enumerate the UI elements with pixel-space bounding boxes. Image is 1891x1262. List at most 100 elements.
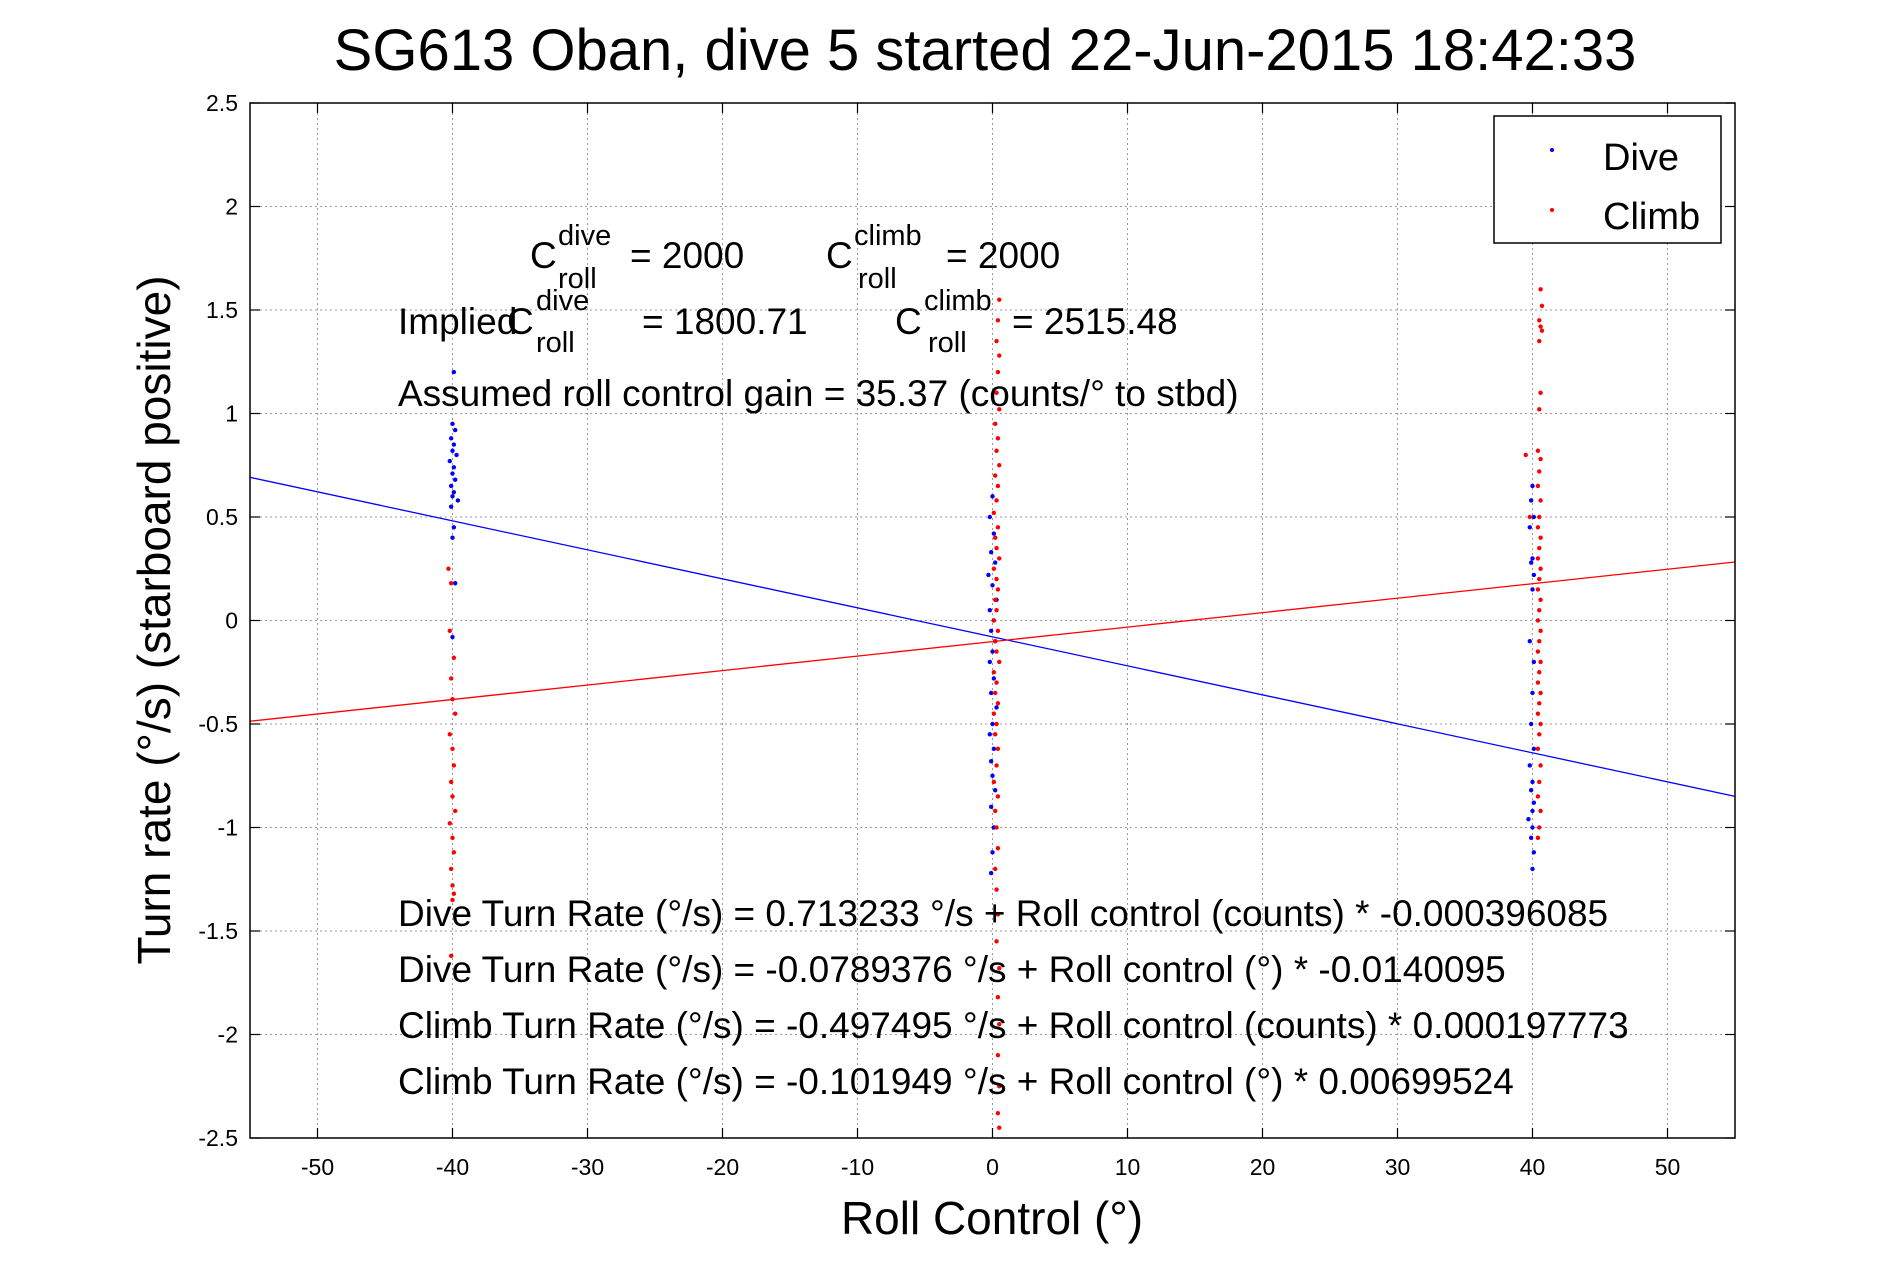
axis-ticks: -50 -40 -30 -20 -10 0 10 20 30 40 50-2.5-2-1.5-1-0…	[198, 90, 1735, 1180]
data-point	[450, 835, 455, 841]
data-point	[990, 494, 995, 499]
y-tick-label: -1.5	[198, 918, 238, 944]
data-point	[1535, 483, 1541, 489]
data-point	[987, 607, 992, 613]
data-point	[994, 545, 999, 551]
x-tick-label: 20	[1250, 1154, 1276, 1180]
data-point	[451, 525, 457, 530]
data-point	[1538, 287, 1543, 292]
data-point	[993, 788, 998, 793]
legend-box	[1493, 115, 1722, 244]
data-point	[1531, 850, 1537, 855]
data-point	[995, 483, 1001, 489]
data-point	[455, 498, 461, 503]
data-point	[1539, 328, 1545, 333]
data-point	[1526, 817, 1531, 822]
c-roll-dive-base: C	[530, 235, 557, 276]
legend-marker-dive	[1550, 148, 1554, 152]
data-point	[448, 779, 454, 785]
data-point	[997, 1021, 1002, 1027]
c-roll-dive-sub: roll	[558, 263, 597, 295]
data-point	[1537, 318, 1542, 323]
data-point	[1537, 825, 1542, 830]
data-point	[451, 442, 457, 447]
equation-dive-counts: Dive Turn Rate (°/s) = 0.713233 °/s + Ro…	[398, 893, 1608, 934]
x-tick-label: 10	[1115, 1154, 1141, 1180]
data-point	[1530, 825, 1535, 830]
data-point	[997, 1084, 1002, 1089]
data-point	[994, 576, 999, 582]
data-point	[1537, 779, 1542, 785]
x-axis-label: Roll Control (°)	[841, 1192, 1143, 1244]
data-point	[1538, 456, 1543, 462]
data-point	[1527, 514, 1533, 520]
data-point	[448, 866, 454, 872]
data-point	[993, 560, 998, 565]
data-point	[453, 808, 458, 814]
data-point	[451, 369, 457, 375]
implied-dive-base: C	[507, 301, 534, 342]
implied-climb-sup: climb	[924, 285, 992, 317]
data-point	[995, 912, 1001, 917]
data-point	[994, 649, 999, 654]
data-point	[1530, 690, 1535, 696]
data-point	[447, 628, 452, 634]
y-tick-label: 0	[225, 608, 238, 634]
data-point	[1527, 525, 1533, 530]
data-point	[994, 338, 999, 344]
data-point	[450, 634, 455, 640]
data-point	[997, 1125, 1002, 1130]
data-point	[450, 471, 455, 476]
y-tick-label: -0.5	[198, 711, 238, 737]
data-point	[1531, 746, 1537, 752]
data-point	[990, 721, 995, 727]
data-point	[1531, 514, 1537, 520]
data-point	[993, 473, 998, 478]
y-axis-label: Turn rate (°/s) (starboard positive)	[128, 275, 180, 964]
data-point	[451, 850, 457, 855]
data-point	[1535, 525, 1541, 530]
data-point	[1535, 556, 1541, 561]
data-point	[995, 436, 1001, 441]
data-point	[988, 690, 994, 696]
data-point	[987, 514, 992, 520]
data-point	[995, 1053, 1001, 1058]
y-tick-label: -1	[218, 815, 238, 841]
y-tick-label: 2.5	[206, 90, 238, 116]
y-tick-label: -2	[218, 1022, 238, 1048]
data-point	[993, 639, 998, 644]
data-point	[995, 587, 1001, 592]
equation-climb-degrees: Climb Turn Rate (°/s) = -0.101949 °/s + …	[398, 1061, 1514, 1102]
data-point	[991, 779, 997, 785]
x-tick-label: -10	[841, 1154, 874, 1180]
data-point	[1527, 763, 1533, 768]
data-point	[990, 583, 995, 588]
data-point	[1535, 835, 1541, 841]
data-point	[988, 628, 994, 634]
data-point	[997, 659, 1002, 665]
data-point	[447, 732, 452, 737]
data-point	[1538, 721, 1543, 727]
data-point	[995, 701, 1001, 706]
data-point	[993, 597, 998, 602]
data-point	[988, 549, 994, 555]
equation-dive-degrees: Dive Turn Rate (°/s) = -0.0789376 °/s + …	[398, 949, 1506, 990]
data-point	[1538, 659, 1543, 665]
data-point	[1530, 866, 1535, 872]
x-tick-label: -40	[436, 1154, 469, 1180]
implied-dive-sub: roll	[536, 327, 575, 359]
data-point	[997, 463, 1002, 468]
data-point	[1537, 545, 1542, 551]
data-point	[995, 525, 1001, 530]
data-point	[448, 436, 454, 441]
data-point	[991, 531, 997, 536]
data-point	[1538, 597, 1543, 602]
chart-title: SG613 Oban, dive 5 started 22-Jun-2015 1…	[334, 18, 1637, 83]
data-point	[1535, 649, 1541, 654]
y-tick-label: -2.5	[198, 1125, 238, 1151]
data-point	[994, 721, 999, 727]
data-point	[453, 477, 458, 482]
x-tick-label: -20	[706, 1154, 739, 1180]
data-point	[1535, 794, 1541, 799]
data-point	[995, 369, 1001, 375]
